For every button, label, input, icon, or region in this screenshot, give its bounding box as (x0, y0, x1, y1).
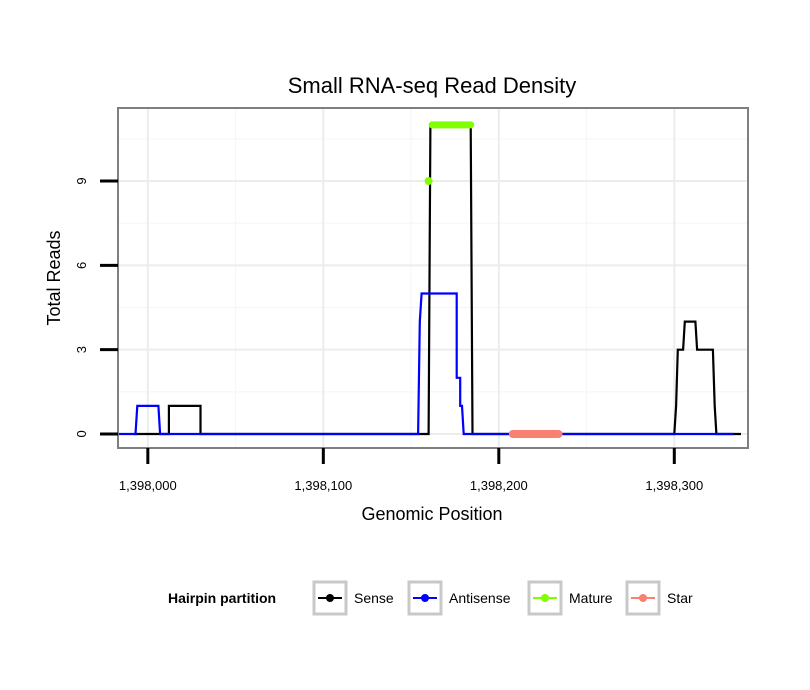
series-antisense-line (118, 292, 734, 436)
y-tick-label: 0 (74, 430, 89, 437)
x-tick-label: 1,398,200 (470, 478, 528, 493)
x-axis-title: Genomic Position (361, 504, 502, 524)
legend-key-point (541, 594, 549, 602)
legend-label: Antisense (449, 590, 511, 606)
legend-label: Mature (569, 590, 613, 606)
legend-title: Hairpin partition (168, 590, 276, 606)
x-tick-label: 1,398,300 (645, 478, 703, 493)
y-axis: 0 3 6 9 (74, 177, 118, 438)
legend-item-antisense: Antisense (407, 580, 511, 616)
x-axis: 1,398,000 1,398,100 1,398,200 1,398,300 (119, 448, 703, 493)
y-axis-title: Total Reads (44, 230, 64, 325)
legend: Sense Antisense Mature Star (312, 580, 693, 616)
legend-key-point (326, 594, 334, 602)
legend-item-sense: Sense (312, 580, 394, 616)
x-tick-label: 1,398,000 (119, 478, 177, 493)
legend-key-point (421, 594, 429, 602)
series-layer (118, 121, 741, 438)
legend-item-star: Star (625, 580, 693, 616)
y-tick-label: 9 (74, 177, 89, 184)
series-mature-point (424, 177, 433, 186)
y-tick-label: 6 (74, 262, 89, 269)
y-tick-label: 3 (74, 346, 89, 353)
plot-panel (118, 108, 748, 448)
chart-title: Small RNA-seq Read Density (288, 73, 577, 98)
series-sense-line (133, 123, 741, 436)
legend-item-mature: Mature (527, 580, 613, 616)
legend-label: Sense (354, 590, 394, 606)
legend-key-point (639, 594, 647, 602)
x-tick-label: 1,398,100 (294, 478, 352, 493)
legend-label: Star (667, 590, 693, 606)
plot-border (117, 107, 749, 449)
